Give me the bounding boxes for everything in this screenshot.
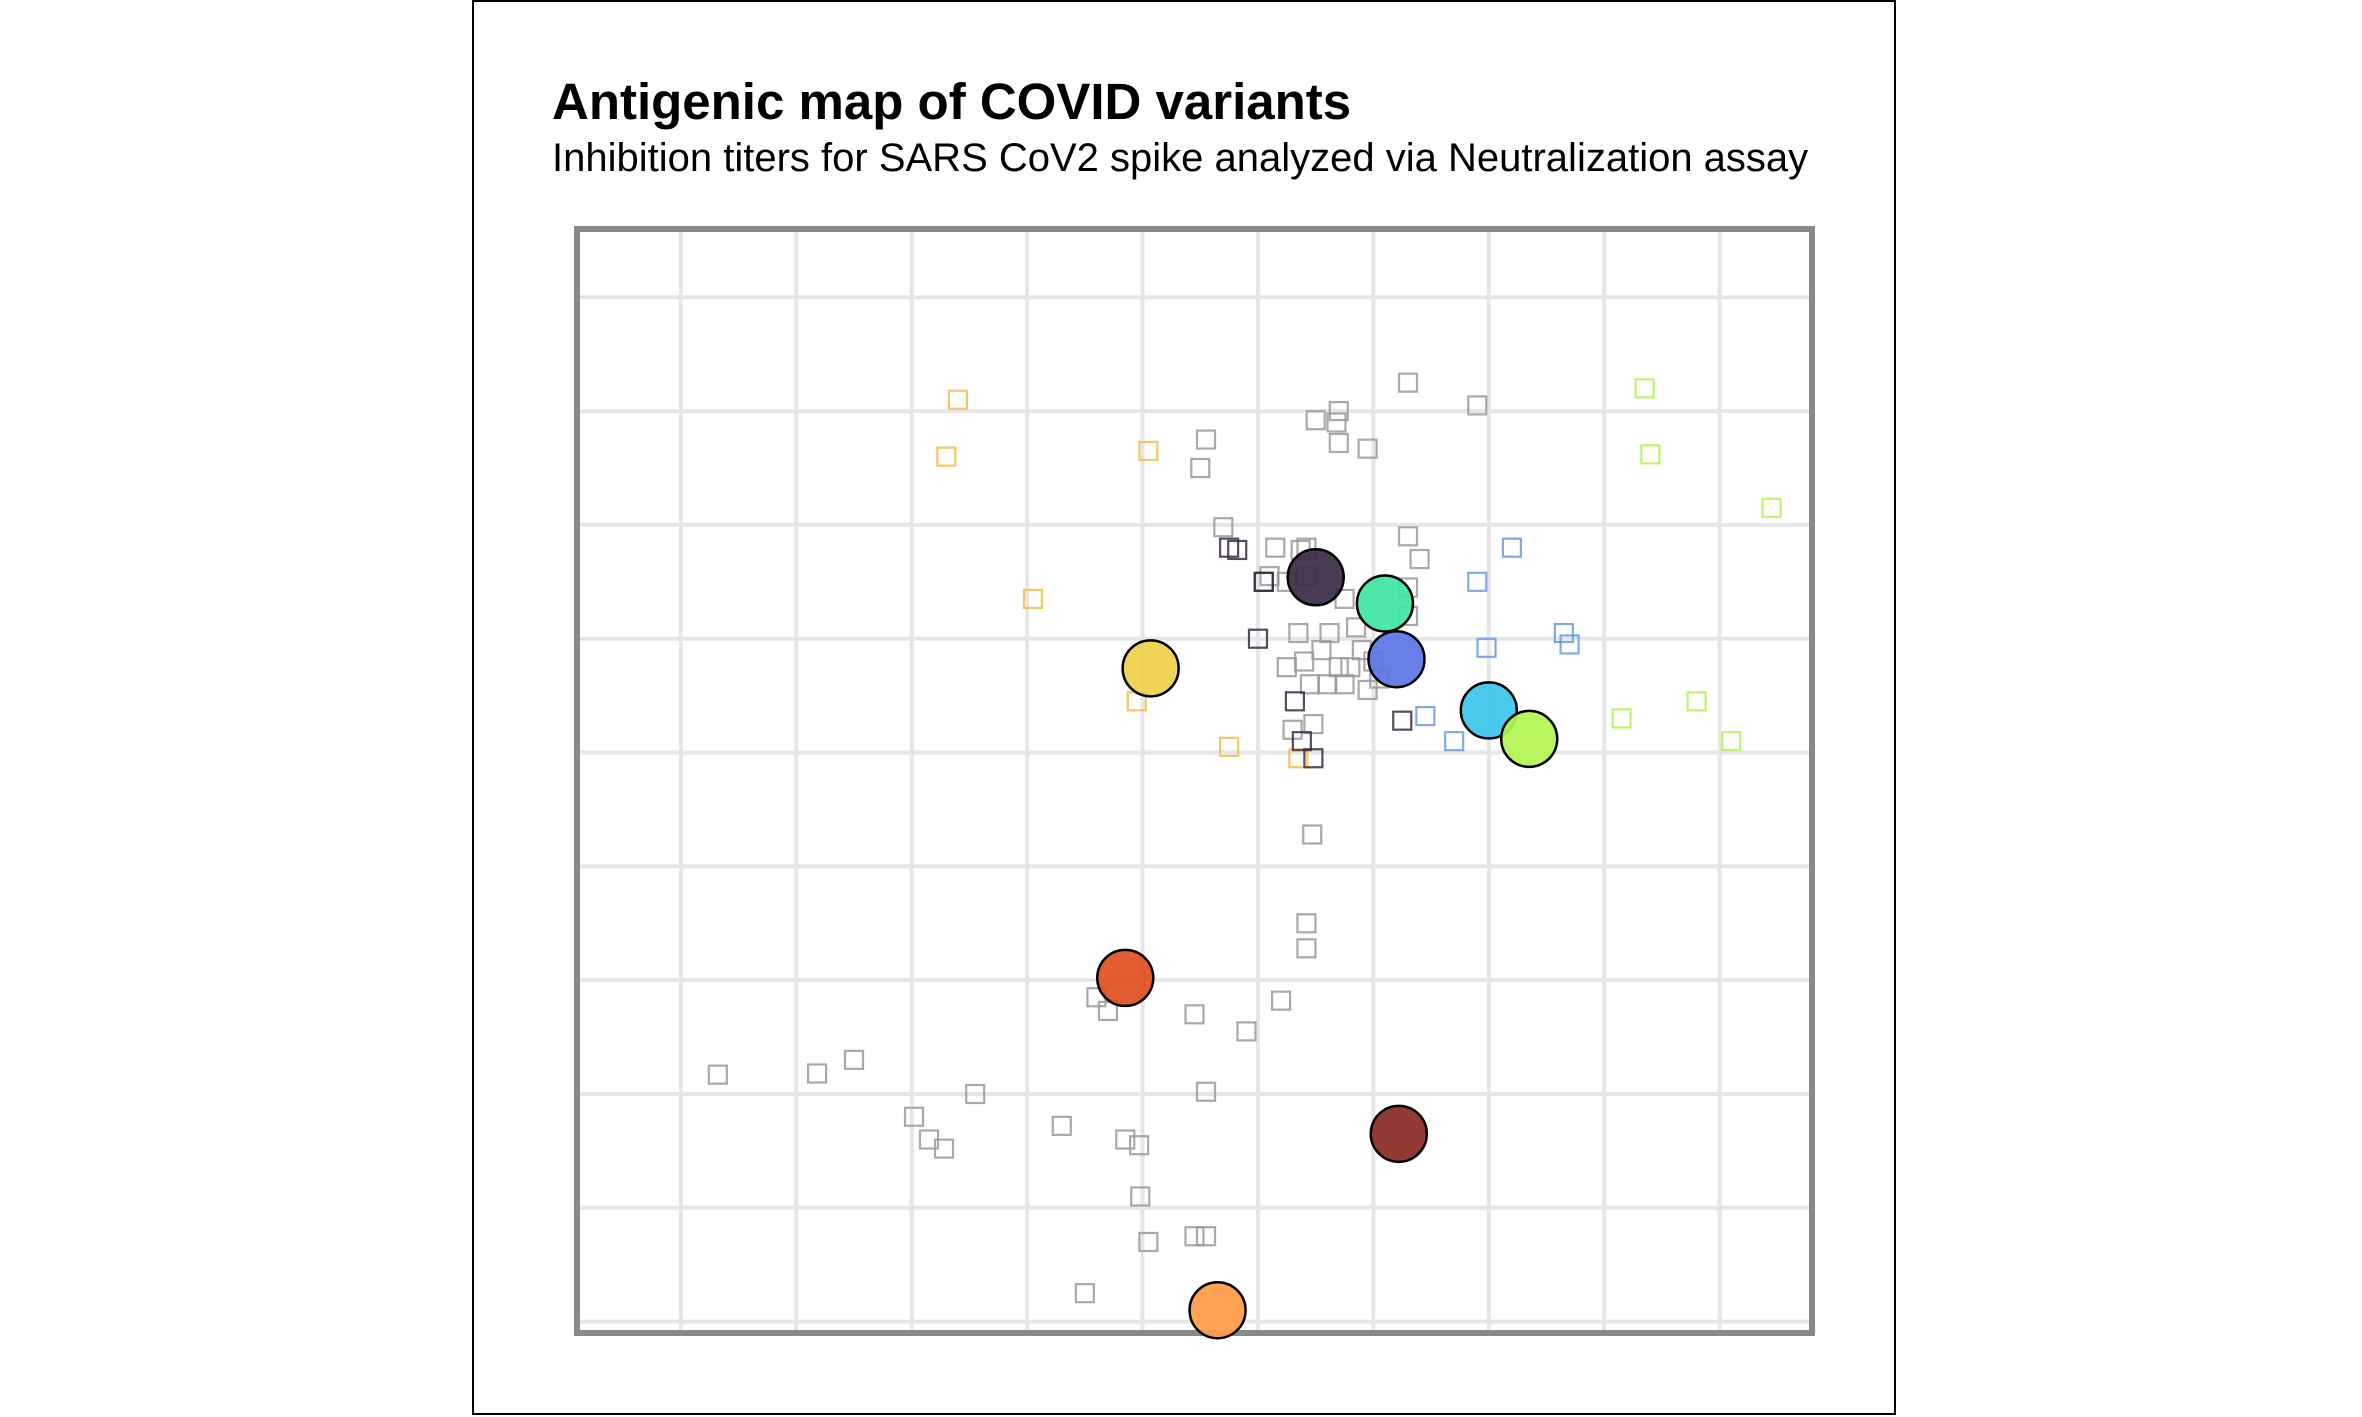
serum-point-4-2 [1761, 497, 1782, 518]
serum-point-0-8 [1357, 438, 1378, 459]
antigen-point-2 [1367, 629, 1426, 689]
grid [577, 229, 1812, 1333]
serum-point-0-60 [1195, 1226, 1217, 1247]
serum-point-0-47 [843, 1049, 865, 1070]
serum-point-4-3 [1611, 708, 1632, 729]
serum-point-4-0 [1634, 378, 1655, 399]
chart-subtitle: Inhibition titers for SARS CoV2 spike an… [552, 136, 1809, 180]
serum-point-2-1 [1227, 539, 1248, 561]
antigen-point-4 [1459, 681, 1519, 740]
serum-point-2-8 [1392, 710, 1413, 731]
serum-point-0-49 [707, 1064, 728, 1085]
serum-point-4-4 [1686, 691, 1707, 712]
serum-point-4-1 [1640, 444, 1661, 465]
serum-point-0-6 [1190, 457, 1211, 479]
serum-point-0-5 [1195, 429, 1217, 450]
serum-point-1-2 [1138, 440, 1159, 462]
serum-point-3-6 [1444, 731, 1465, 752]
serum-point-0-48 [806, 1063, 828, 1084]
serum-point-0-37 [1303, 713, 1324, 735]
serum-point-0-26 [1340, 657, 1361, 678]
serum-point-0-55 [1115, 1129, 1136, 1150]
serum-point-0-4 [1326, 412, 1347, 433]
figure-frame [472, 0, 1896, 1415]
antigen-point-5 [1499, 709, 1559, 769]
antigen-points [1095, 548, 1559, 1340]
serum-point-3-0 [1467, 571, 1488, 592]
serum-point-0-23 [1288, 622, 1309, 644]
serum-point-2-5 [1284, 691, 1306, 712]
serum-point-0-40 [1296, 938, 1317, 959]
serum-point-1-5 [1219, 736, 1240, 757]
serum-point-0-42 [1236, 1021, 1257, 1042]
serum-point-1-3 [1022, 588, 1044, 609]
serum-point-0-28 [1294, 651, 1315, 672]
antigen-point-0 [1286, 548, 1345, 607]
serum-point-0-10 [1265, 537, 1286, 558]
serum-point-0-43 [1195, 1081, 1217, 1102]
serum-point-0-50 [965, 1083, 986, 1105]
serum-point-0-52 [1051, 1115, 1072, 1136]
serum-point-0-29 [1317, 674, 1338, 695]
serum-point-2-6 [1291, 731, 1312, 752]
serum-point-3-1 [1501, 537, 1523, 558]
serum-point-0-32 [1334, 674, 1355, 695]
serum-point-3-4 [1559, 634, 1580, 655]
antigen-point-1 [1355, 574, 1415, 633]
serum-point-0-1 [1467, 395, 1488, 416]
serum-point-0-31 [1299, 674, 1321, 695]
sera-points [707, 372, 1782, 1304]
serum-point-0-24 [1311, 640, 1332, 661]
serum-point-0-22 [1345, 617, 1367, 638]
serum-point-0-41 [1270, 990, 1292, 1011]
serum-point-0-30 [1328, 657, 1349, 678]
serum-point-1-1 [936, 446, 957, 467]
serum-point-0-51 [903, 1106, 925, 1127]
serum-point-3-3 [1553, 622, 1574, 644]
serum-point-0-20 [1334, 588, 1355, 609]
antigen-point-8 [1188, 1280, 1247, 1340]
serum-point-0-34 [1357, 679, 1378, 701]
serum-point-0-14 [1409, 548, 1430, 570]
antigen-point-6 [1095, 948, 1155, 1008]
serum-point-0-59 [1184, 1226, 1205, 1247]
serum-point-0-3 [1305, 410, 1326, 431]
serum-point-1-0 [947, 389, 968, 410]
serum-point-0-38 [1302, 824, 1323, 845]
serum-point-0-39 [1296, 913, 1317, 934]
serum-point-0-18 [1259, 566, 1280, 587]
antigen-point-7 [1369, 1104, 1429, 1164]
serum-point-0-13 [1397, 526, 1419, 547]
serum-point-0-0 [1397, 372, 1419, 393]
serum-point-0-58 [1138, 1231, 1159, 1253]
plot-panel [574, 226, 1815, 1336]
chart-title: Antigenic map of COVID variants [552, 73, 1352, 130]
serum-point-0-2 [1328, 401, 1349, 422]
serum-point-0-61 [1074, 1283, 1095, 1304]
serum-point-3-5 [1415, 706, 1436, 727]
serum-point-0-9 [1213, 517, 1234, 538]
serum-point-0-7 [1328, 432, 1349, 454]
serum-point-0-56 [1128, 1135, 1150, 1156]
serum-point-2-3 [1253, 571, 1274, 592]
serum-point-2-7 [1303, 748, 1324, 769]
serum-point-0-57 [1130, 1186, 1151, 1207]
serum-point-2-4 [1247, 628, 1269, 649]
serum-point-3-2 [1476, 637, 1497, 658]
serum-point-0-54 [933, 1138, 955, 1159]
serum-point-4-5 [1721, 731, 1742, 752]
antigen-point-3 [1121, 639, 1180, 698]
serum-point-0-46 [1184, 1004, 1205, 1025]
serum-point-0-45 [1097, 1000, 1119, 1022]
serum-point-0-27 [1276, 657, 1297, 678]
